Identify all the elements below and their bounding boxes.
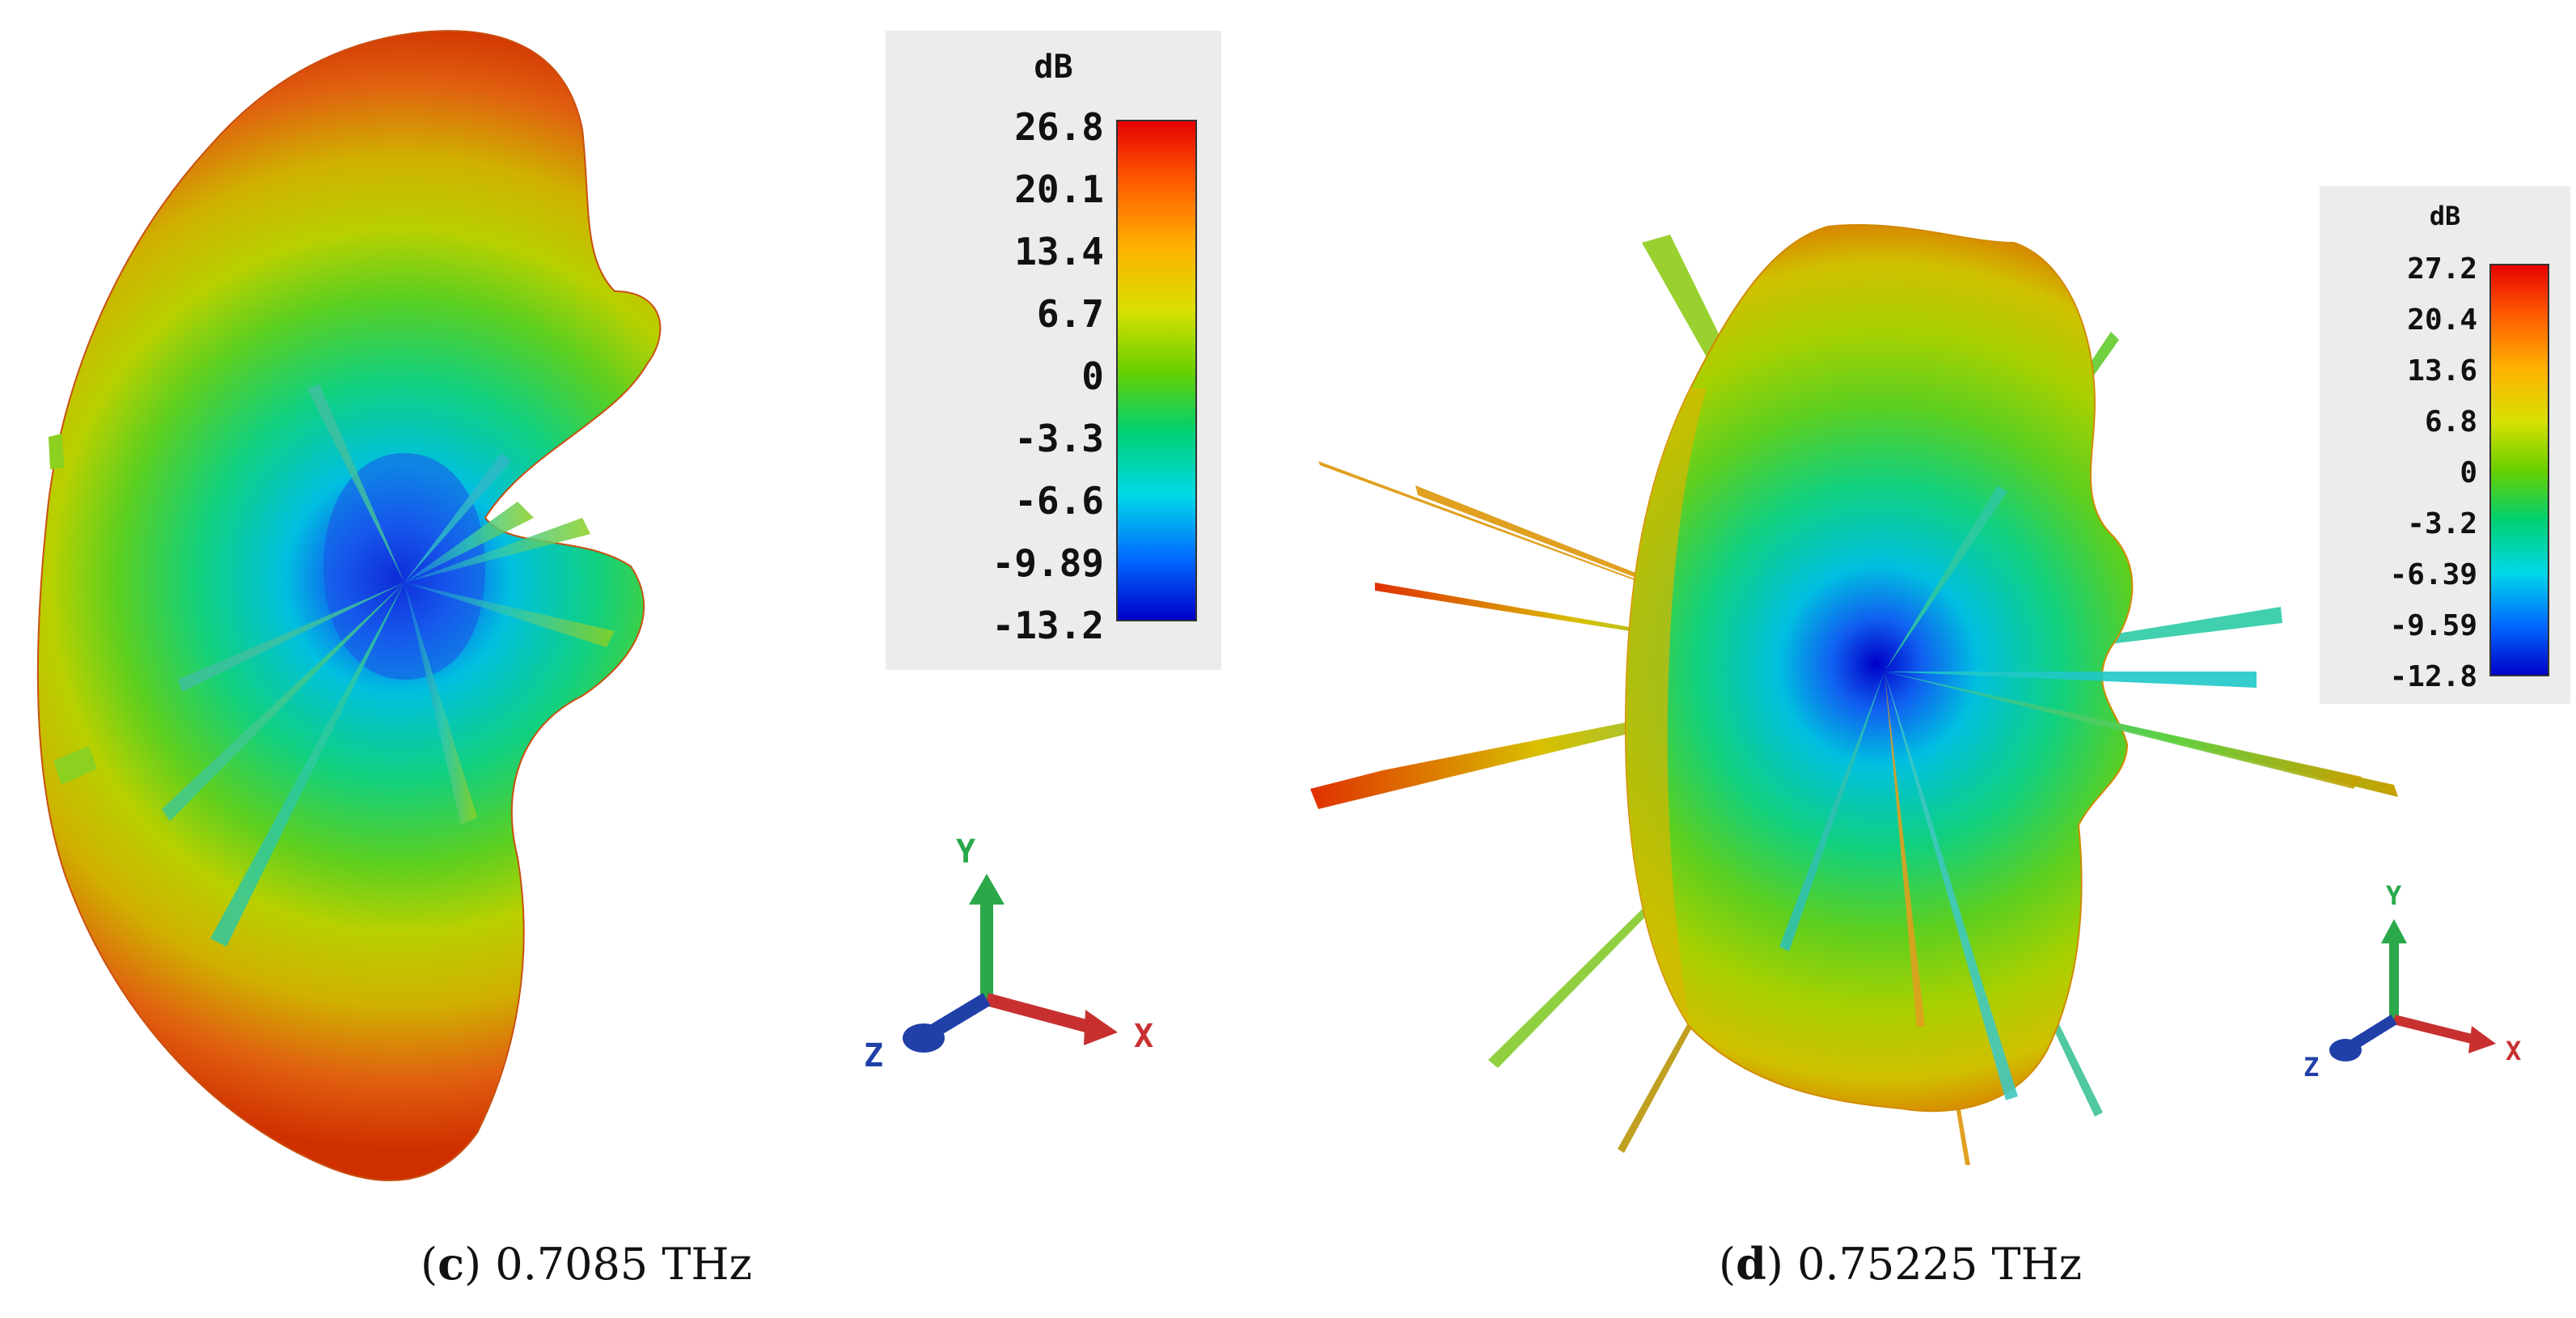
legend-title: dB — [1034, 49, 1073, 86]
panel-d: dB 27.2 20.4 13.6 6.8 0 -3.2 — [1286, 0, 2576, 1318]
radiation-pattern-d — [1310, 223, 2398, 1165]
legend-tick-d-1: 20.4 — [2407, 303, 2477, 337]
caption-d: (d) 0.75225 THz — [1719, 1238, 2082, 1290]
caption-text-c: 0.7085 THz — [481, 1239, 752, 1290]
legend-tick-c-8: -13.2 — [992, 604, 1104, 647]
axis-label-x-d: X — [2506, 1036, 2522, 1066]
sidelobes-front-d — [1779, 485, 2362, 1100]
legend-tick-d-6: -6.39 — [2389, 558, 2477, 591]
legend-tick-d-5: -3.2 — [2407, 507, 2477, 540]
color-legend-c: dB 26.8 20.1 13.4 6.7 0 -3.3 — [886, 31, 1221, 670]
legend-tick-d-4: 0 — [2460, 456, 2477, 489]
legend-tick-d-7: -9.59 — [2389, 609, 2477, 642]
axis-label-x-c: X — [1134, 1018, 1154, 1055]
radiation-pattern-c — [36, 30, 662, 1181]
caption-letter-d: d — [1736, 1238, 1766, 1290]
caption-close-c: ) — [463, 1239, 482, 1290]
caption-letter-c: c — [438, 1238, 464, 1290]
caption-c: (c) 0.7085 THz — [421, 1238, 752, 1290]
panel-c: dB 26.8 20.1 13.4 6.7 0 -3.3 — [0, 0, 1286, 1318]
stub-lower-c — [53, 746, 97, 785]
color-legend-d: dB 27.2 20.4 13.6 6.8 0 -3.2 — [2320, 186, 2570, 704]
axis-triad-c — [903, 874, 1118, 1053]
legend-tick-d-2: 13.6 — [2407, 354, 2477, 388]
axis-label-y-c: Y — [956, 833, 976, 871]
stub-left-c — [49, 434, 65, 469]
axis-triad-d — [2329, 919, 2496, 1062]
colorbar-d — [2489, 264, 2549, 676]
caption-open-c: ( — [421, 1239, 438, 1290]
caption-close-d: ) — [1766, 1239, 1783, 1290]
caption-open-d: ( — [1719, 1239, 1736, 1290]
sidelobes-c — [162, 384, 615, 947]
legend-tick-c-0: 26.8 — [1014, 105, 1104, 149]
axis-label-z-c: Z — [864, 1037, 884, 1074]
pattern-shell-d — [1624, 223, 2134, 1112]
axis-label-y-d: Y — [2386, 880, 2402, 911]
legend-tick-c-5: -3.3 — [1014, 417, 1104, 460]
legend-tick-c-2: 13.4 — [1014, 230, 1104, 273]
legend-tick-c-4: 0 — [1081, 354, 1104, 398]
legend-tick-c-6: -6.6 — [1014, 479, 1104, 523]
legend-tick-c-7: -9.89 — [992, 541, 1104, 585]
caption-text-d: 0.75225 THz — [1783, 1239, 2083, 1290]
legend-title-d: dB — [2429, 201, 2461, 231]
colorbar-c — [1116, 120, 1197, 621]
legend-tick-c-3: 6.7 — [1036, 292, 1104, 336]
legend-tick-d-8: -12.8 — [2389, 660, 2477, 693]
legend-tick-d-3: 6.8 — [2424, 405, 2477, 439]
legend-tick-d-0: 27.2 — [2407, 252, 2477, 286]
pattern-rim-d — [1626, 388, 1707, 1028]
axis-label-z-d: Z — [2303, 1052, 2320, 1083]
legend-tick-c-1: 20.1 — [1014, 167, 1104, 211]
